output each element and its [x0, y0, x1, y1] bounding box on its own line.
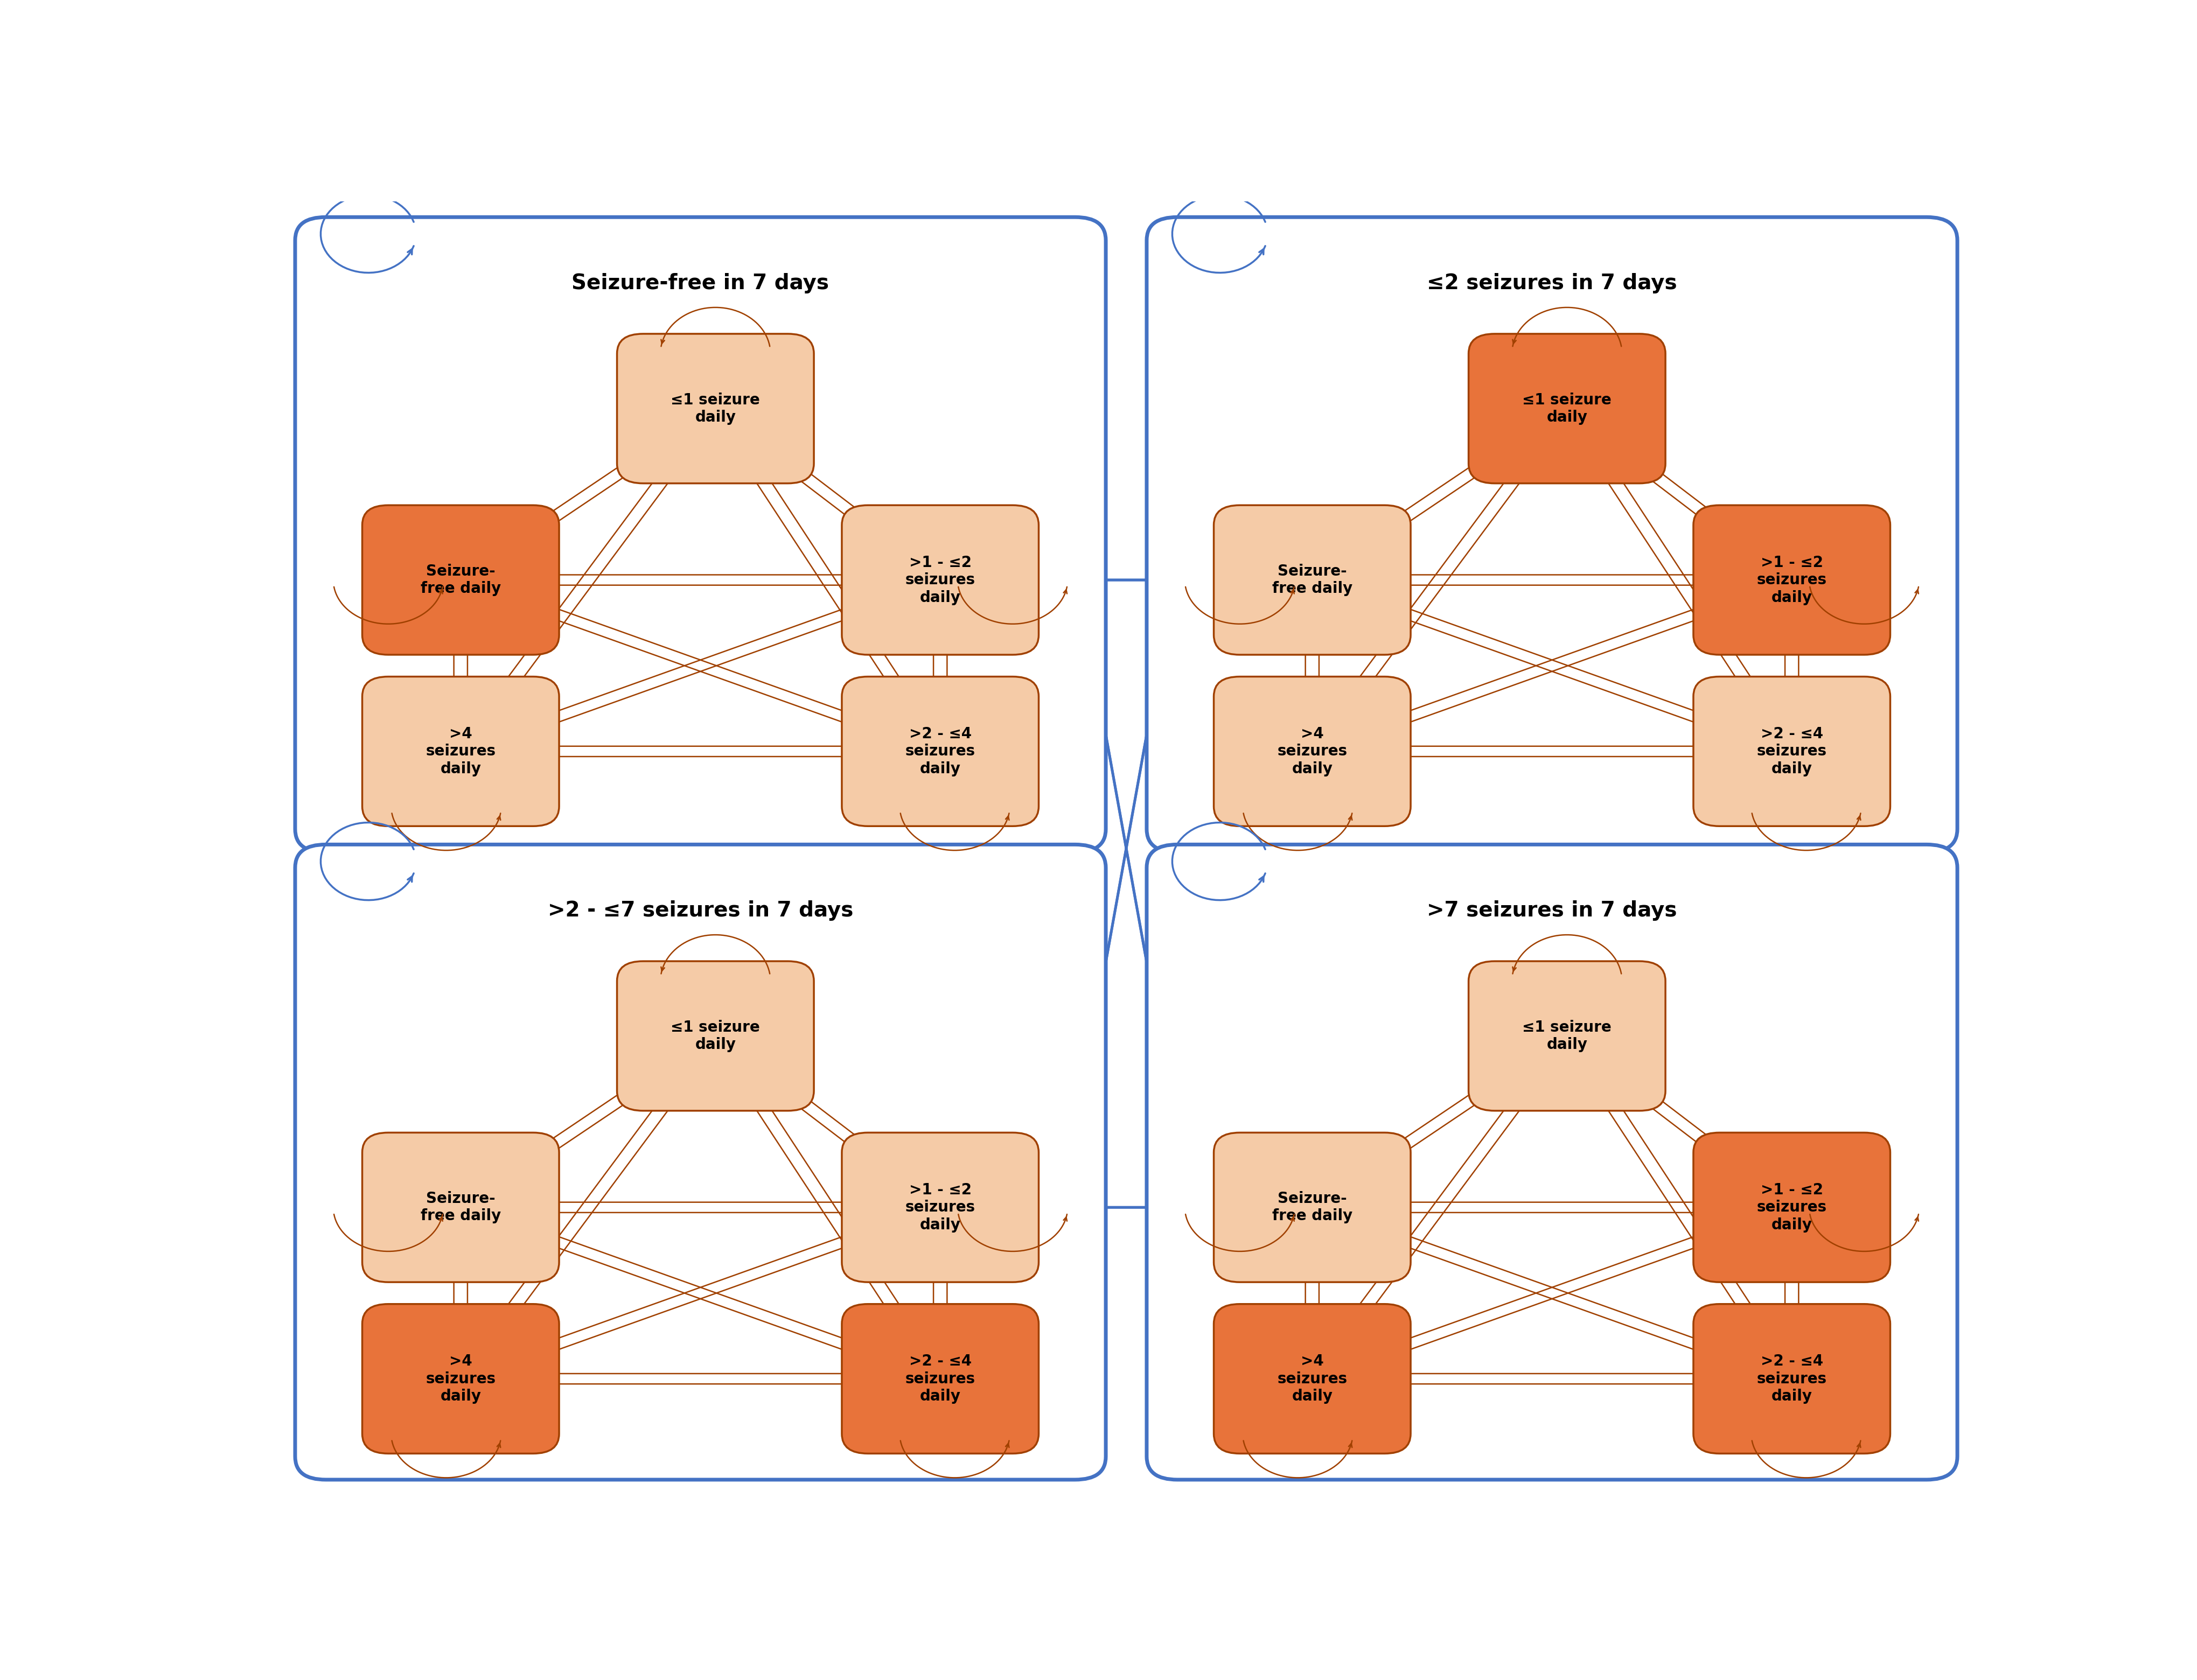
FancyBboxPatch shape: [841, 677, 1039, 827]
FancyBboxPatch shape: [294, 845, 1105, 1480]
Text: >4
seizures
daily: >4 seizures daily: [426, 726, 497, 776]
FancyBboxPatch shape: [1694, 677, 1889, 827]
FancyBboxPatch shape: [1213, 677, 1410, 827]
Text: >4
seizures
daily: >4 seizures daily: [1276, 1354, 1347, 1404]
FancyBboxPatch shape: [1694, 506, 1889, 655]
Text: >1 - ≤2
seizures
daily: >1 - ≤2 seizures daily: [1755, 554, 1826, 605]
FancyBboxPatch shape: [1213, 506, 1410, 655]
FancyBboxPatch shape: [841, 1304, 1039, 1453]
FancyBboxPatch shape: [1213, 1304, 1410, 1453]
Text: Seizure-
free daily: Seizure- free daily: [420, 564, 501, 596]
Text: ≤2 seizures in 7 days: ≤2 seizures in 7 days: [1426, 272, 1676, 294]
FancyBboxPatch shape: [1147, 217, 1958, 852]
Text: >1 - ≤2
seizures
daily: >1 - ≤2 seizures daily: [1755, 1183, 1826, 1233]
FancyBboxPatch shape: [841, 506, 1039, 655]
FancyBboxPatch shape: [294, 217, 1105, 852]
Text: >2 - ≤4
seizures
daily: >2 - ≤4 seizures daily: [905, 726, 975, 776]
Text: >7 seizures in 7 days: >7 seizures in 7 days: [1426, 900, 1676, 921]
Text: >2 - ≤4
seizures
daily: >2 - ≤4 seizures daily: [905, 1354, 975, 1404]
Text: Seizure-
free daily: Seizure- free daily: [1272, 564, 1351, 596]
Text: >2 - ≤4
seizures
daily: >2 - ≤4 seizures daily: [1755, 726, 1826, 776]
Text: Seizure-free in 7 days: Seizure-free in 7 days: [571, 272, 828, 294]
FancyBboxPatch shape: [363, 677, 558, 827]
FancyBboxPatch shape: [1213, 1132, 1410, 1282]
FancyBboxPatch shape: [841, 1132, 1039, 1282]
FancyBboxPatch shape: [1694, 1304, 1889, 1453]
FancyBboxPatch shape: [617, 334, 813, 484]
Text: ≤1 seizure
daily: ≤1 seizure daily: [670, 393, 760, 425]
FancyBboxPatch shape: [1694, 1132, 1889, 1282]
FancyBboxPatch shape: [1468, 961, 1665, 1110]
Text: >1 - ≤2
seizures
daily: >1 - ≤2 seizures daily: [905, 1183, 975, 1233]
Text: ≤1 seizure
daily: ≤1 seizure daily: [1523, 1020, 1610, 1052]
FancyBboxPatch shape: [1147, 845, 1958, 1480]
FancyBboxPatch shape: [363, 1304, 558, 1453]
Text: >2 - ≤4
seizures
daily: >2 - ≤4 seizures daily: [1755, 1354, 1826, 1404]
FancyBboxPatch shape: [363, 506, 558, 655]
Text: >2 - ≤7 seizures in 7 days: >2 - ≤7 seizures in 7 days: [547, 900, 852, 921]
Text: >1 - ≤2
seizures
daily: >1 - ≤2 seizures daily: [905, 554, 975, 605]
Text: >4
seizures
daily: >4 seizures daily: [1276, 726, 1347, 776]
FancyBboxPatch shape: [363, 1132, 558, 1282]
Text: ≤1 seizure
daily: ≤1 seizure daily: [1523, 393, 1610, 425]
Text: >4
seizures
daily: >4 seizures daily: [426, 1354, 497, 1404]
Text: Seizure-
free daily: Seizure- free daily: [420, 1191, 501, 1223]
Text: Seizure-
free daily: Seizure- free daily: [1272, 1191, 1351, 1223]
Text: ≤1 seizure
daily: ≤1 seizure daily: [670, 1020, 760, 1052]
FancyBboxPatch shape: [617, 961, 813, 1110]
FancyBboxPatch shape: [1468, 334, 1665, 484]
